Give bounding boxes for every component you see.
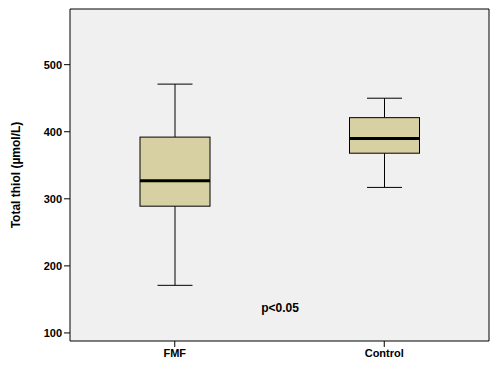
html-text:p<0.05: p<0.05: [261, 301, 299, 315]
svg-text:Control: Control: [365, 347, 404, 359]
svg-text:500: 500: [44, 59, 62, 71]
svg-text:300: 300: [44, 193, 62, 205]
svg-text:400: 400: [44, 126, 62, 138]
svg-text:100: 100: [44, 327, 62, 339]
svg-text:200: 200: [44, 260, 62, 272]
svg-text:Total thiol (µmol/L): Total thiol (µmol/L): [9, 122, 23, 229]
svg-text:FMF: FMF: [163, 347, 186, 359]
